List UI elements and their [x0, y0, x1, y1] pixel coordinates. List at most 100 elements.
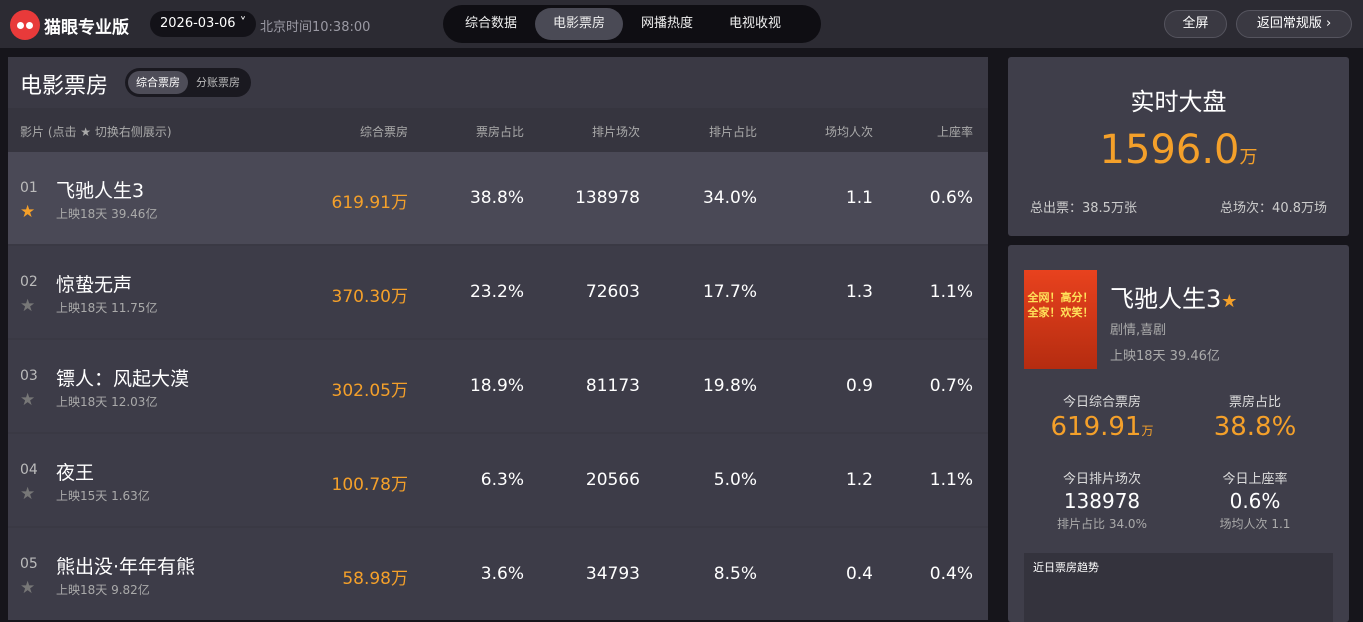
realtime-title: 实时大盘 [1130, 88, 1227, 116]
rank: 05 [20, 556, 38, 572]
main-nav: 综合数据 电影票房 网播热度 电视收视 [443, 5, 821, 43]
back-classic-button[interactable]: 返回常规版 › [1236, 10, 1352, 38]
film-name: 熊出没·年年有熊 [56, 556, 196, 578]
film-name: 镖人：风起大漠 [56, 368, 190, 390]
date-picker[interactable]: 2026-03-06 ˅ [150, 11, 257, 37]
date-value: 2026-03-06 [160, 16, 236, 31]
realtime-total: 1596.0万 [1008, 127, 1349, 173]
cell-show-share: 19.8% [702, 376, 757, 396]
stat-value: 0.6% [1229, 489, 1281, 513]
stat-today-box: 今日综合票房 619.91万 [1027, 391, 1177, 442]
trend-chart: 近日票房趋势 [1024, 553, 1333, 622]
tab-tv-ratings[interactable]: 电视收视 [729, 16, 782, 31]
col-box[interactable]: 综合票房 [359, 125, 408, 139]
film-release-info: 上映18天 9.82亿 [56, 583, 150, 597]
box-office-panel: 电影票房 综合票房 分账票房 影片 (点击 ★ 切换右侧展示) 综合票房 票房占… [8, 57, 988, 620]
col-show-share[interactable]: 排片占比 [708, 125, 757, 139]
cell-share: 23.2% [469, 282, 524, 302]
logo: 猫眼专业版 [10, 10, 129, 40]
cell-show-share: 34.0% [702, 188, 757, 208]
rank: 04 [20, 462, 38, 478]
stat-label: 今日上座率 [1222, 472, 1288, 487]
total-tickets: 总出票：38.5万张 [1030, 201, 1137, 216]
rank: 02 [20, 274, 38, 290]
cell-avg: 1.3 [845, 282, 873, 302]
cell-seat: 0.6% [929, 188, 973, 208]
tab-web-heat[interactable]: 网播热度 [641, 16, 694, 31]
star-icon[interactable]: ★ [20, 390, 36, 410]
star-icon[interactable]: ★ [20, 578, 36, 598]
realtime-unit: 万 [1239, 147, 1258, 168]
table-header: 影片 (点击 ★ 切换右侧展示) 综合票房 票房占比 排片场次 排片占比 场均人… [8, 108, 988, 152]
stat-sub: 排片占比 34.0% [1057, 517, 1147, 531]
stat-today-shows: 今日排片场次 138978 排片占比 34.0% [1027, 468, 1177, 532]
cell-show-share: 17.7% [702, 282, 757, 302]
cell-avg: 1.2 [845, 470, 873, 490]
film-name: 夜王 [56, 462, 95, 484]
chevron-down-icon: ˅ [239, 16, 247, 31]
detail-name-text: 飞驰人生3 [1110, 285, 1222, 313]
cat-logo-icon [10, 10, 40, 40]
stat-seat-rate: 今日上座率 0.6% 场均人次 1.1 [1180, 468, 1330, 532]
table-row[interactable]: 02 ★ 惊蛰无声 上映18天 11.75亿 370.30万 23.2% 72603 1… [8, 246, 988, 338]
stat-unit: 万 [1141, 424, 1154, 438]
col-avg[interactable]: 场均人次 [824, 125, 873, 139]
top-bar: 猫眼专业版 2026-03-06 ˅ 北京时间10:38:00 综合数据 电影票… [0, 0, 1363, 48]
cell-show-share: 8.5% [713, 564, 757, 584]
tab-combined-box[interactable]: 综合票房 [128, 71, 188, 94]
star-icon[interactable]: ★ [1221, 291, 1238, 312]
fullscreen-button[interactable]: 全屏 [1164, 10, 1227, 38]
stat-sub: 场均人次 1.1 [1219, 517, 1291, 531]
stat-label: 今日综合票房 [1062, 395, 1141, 410]
tab-box-office[interactable]: 电影票房 [535, 8, 624, 40]
col-seat[interactable]: 上座率 [936, 125, 973, 139]
cell-box: 100.78万 [331, 475, 408, 495]
table-row[interactable]: 03 ★ 镖人：风起大漠 上映18天 12.03亿 302.05万 18.9% 811… [8, 340, 988, 432]
col-film: 影片 (点击 ★ 切换右侧展示) [20, 125, 172, 139]
beijing-time: 北京时间10:38:00 [260, 20, 371, 35]
cell-seat: 0.4% [929, 564, 973, 584]
col-share[interactable]: 票房占比 [475, 125, 524, 139]
cell-box: 619.91万 [331, 193, 408, 213]
box-type-toggle: 综合票房 分账票房 [125, 68, 251, 97]
poster-text: 全网！高分！全家！欢笑！ [1027, 291, 1094, 319]
tab-split-box[interactable]: 分账票房 [196, 76, 240, 89]
film-name: 惊蛰无声 [56, 274, 133, 296]
film-detail-card: 全网！高分！全家！欢笑！ 飞驰人生3★ 剧情,喜剧 上映18天 39.46亿 今… [1008, 245, 1349, 622]
table-row[interactable]: 05 ★ 熊出没·年年有熊 上映18天 9.82亿 58.98万 3.6% 34793… [8, 528, 988, 620]
tab-overview[interactable]: 综合数据 [465, 16, 518, 31]
film-release-info: 上映18天 12.03亿 [56, 395, 158, 409]
cell-box: 58.98万 [342, 569, 408, 589]
cell-seat: 0.7% [929, 376, 973, 396]
cell-shows: 72603 [585, 282, 640, 302]
cell-shows: 34793 [585, 564, 640, 584]
cell-seat: 1.1% [929, 282, 973, 302]
stat-label: 今日排片场次 [1062, 472, 1141, 487]
star-icon[interactable]: ★ [20, 296, 36, 316]
table-row[interactable]: 01 ★ 飞驰人生3 上映18天 39.46亿 619.91万 38.8% 13897… [8, 152, 988, 244]
stat-label: 票房占比 [1228, 395, 1281, 410]
stat-value: 138978 [1063, 489, 1141, 513]
star-icon[interactable]: ★ [20, 484, 36, 504]
page-title: 电影票房 [20, 74, 109, 99]
detail-release: 上映18天 39.46亿 [1110, 349, 1220, 364]
film-poster: 全网！高分！全家！欢笑！ [1024, 270, 1097, 369]
col-shows[interactable]: 排片场次 [591, 125, 640, 139]
star-icon[interactable]: ★ [20, 202, 36, 222]
cell-seat: 1.1% [929, 470, 973, 490]
film-name: 飞驰人生3 [56, 180, 145, 202]
brand-name: 猫眼专业版 [44, 17, 129, 38]
realtime-card: 实时大盘 1596.0万 总出票：38.5万张 总场次：40.8万场 [1008, 57, 1349, 236]
film-release-info: 上映18天 39.46亿 [56, 207, 158, 221]
cell-share: 3.6% [480, 564, 524, 584]
cell-shows: 81173 [585, 376, 640, 396]
film-release-info: 上映15天 1.63亿 [56, 489, 150, 503]
table-row[interactable]: 04 ★ 夜王 上映15天 1.63亿 100.78万 6.3% 20566 5.0% 1… [8, 434, 988, 526]
stat-value: 38.8% [1213, 412, 1297, 442]
stat-box-share: 票房占比 38.8% [1180, 391, 1330, 442]
cell-box: 302.05万 [331, 381, 408, 401]
rank: 01 [20, 180, 38, 196]
cell-shows: 138978 [575, 188, 640, 208]
cell-avg: 0.9 [845, 376, 873, 396]
cell-share: 6.3% [480, 470, 524, 490]
